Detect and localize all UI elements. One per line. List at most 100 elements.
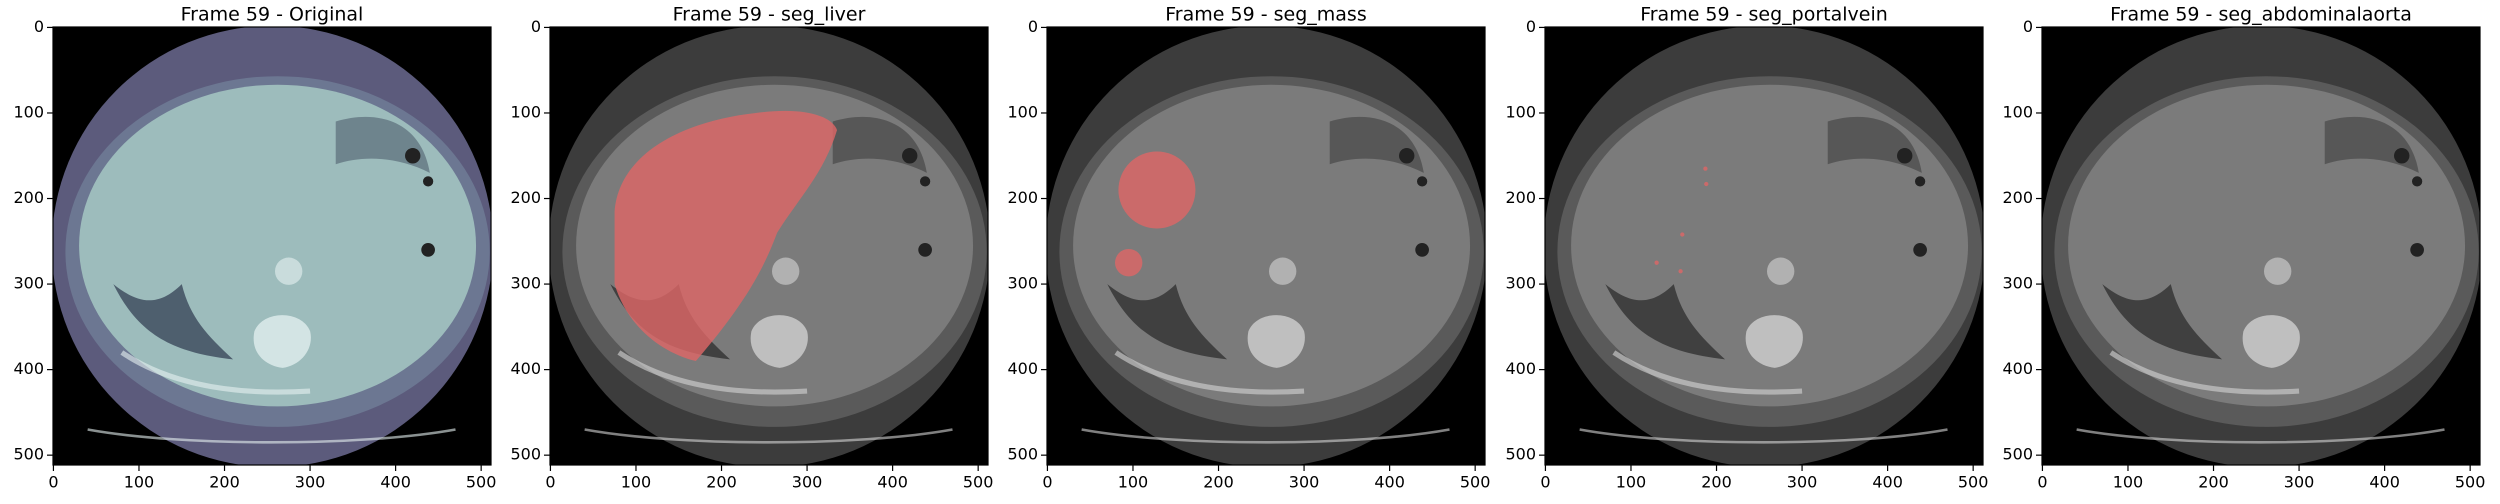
x-tick-label: 300 [2284, 473, 2315, 492]
bowel-gas [1415, 243, 1429, 257]
y-tick-label: 400 [13, 359, 44, 378]
bowel-gas [902, 148, 918, 164]
bowel-gas [421, 243, 435, 257]
rib [1612, 350, 1803, 395]
x-tick-label: 500 [466, 473, 497, 492]
axes-frame [2041, 26, 2481, 466]
bowel-gas [2411, 176, 2423, 187]
y-tick-label: 500 [510, 445, 541, 464]
y-tick-label: 100 [13, 102, 44, 121]
segmentation [1680, 232, 1685, 237]
x-tick-label: 500 [2455, 473, 2486, 492]
table-line [1579, 428, 1948, 444]
bowel-gas [1416, 176, 1428, 187]
x-tick-label: 100 [621, 473, 652, 492]
y-tick-label: 400 [2002, 359, 2033, 378]
x-tick-label: 200 [209, 473, 240, 492]
x-tick-label: 100 [124, 473, 155, 492]
bowel-gas [422, 176, 434, 187]
segmentation [1703, 166, 1708, 171]
x-tick-label: 200 [706, 473, 737, 492]
segmentation [1118, 151, 1196, 229]
y-tick-label: 500 [1505, 445, 1536, 464]
axes-frame [1544, 26, 1984, 466]
aorta [2263, 257, 2292, 285]
spine [253, 315, 311, 368]
ct-image [53, 27, 491, 465]
x-tick-label: 100 [1118, 473, 1149, 492]
aorta [1766, 257, 1795, 285]
x-tick-label: 400 [2369, 473, 2400, 492]
panel-title: Frame 59 - seg_abdominalaorta [2110, 4, 2412, 26]
segmentation [1678, 269, 1683, 274]
y-tick-label: 200 [510, 188, 541, 207]
aorta [274, 257, 303, 285]
x-tick-label: 500 [1958, 473, 1989, 492]
segmentation [1704, 181, 1709, 187]
lung-base [1107, 284, 1228, 360]
y-tick-label: 200 [1007, 188, 1038, 207]
y-tick-label: 500 [13, 445, 44, 464]
panel-title: Frame 59 - seg_portalvein [1640, 4, 1888, 26]
y-tick-label: 0 [1028, 17, 1038, 36]
y-tick-label: 100 [1007, 102, 1038, 121]
x-tick-label: 100 [1616, 473, 1647, 492]
rib [1114, 350, 1305, 395]
rib [2109, 350, 2300, 395]
bowel-gas [405, 148, 421, 164]
y-tick-label: 500 [2002, 445, 2033, 464]
x-tick-label: 500 [1460, 473, 1491, 492]
x-tick-label: 200 [2198, 473, 2229, 492]
table-line [87, 428, 456, 444]
ct-image [1047, 27, 1485, 465]
x-tick-label: 400 [1872, 473, 1903, 492]
aorta [771, 257, 800, 285]
bowel-gas [2410, 243, 2424, 257]
panel: Frame 59 - seg_abdominalaorta 0 100 200 300 4… [2002, 4, 2485, 492]
bowel-gas [1913, 243, 1927, 257]
axes-frame [549, 26, 989, 466]
bowel-gas [2394, 148, 2410, 164]
y-tick-label: 400 [1505, 359, 1536, 378]
x-tick-label: 200 [1203, 473, 1234, 492]
axes-frame [52, 26, 492, 466]
y-tick-label: 0 [34, 17, 44, 36]
x-tick-label: 300 [295, 473, 326, 492]
spine [1247, 315, 1305, 368]
y-tick-label: 300 [510, 274, 541, 293]
x-tick-label: 500 [963, 473, 994, 492]
y-tick-label: 200 [1505, 188, 1536, 207]
lung-base [113, 284, 234, 360]
ct-image [1545, 27, 1983, 465]
x-tick-label: 0 [2037, 473, 2047, 492]
x-tick-label: 400 [877, 473, 908, 492]
x-tick-label: 0 [48, 473, 58, 492]
panel-title: Frame 59 - seg_mass [1165, 4, 1366, 26]
panel: Frame 59 - seg_portalvein 0 100 200 300 400 50… [1505, 4, 1988, 492]
table-line [584, 428, 953, 444]
x-tick-label: 0 [1540, 473, 1550, 492]
table-line [1081, 428, 1450, 444]
y-tick-label: 0 [1526, 17, 1536, 36]
x-tick-label: 0 [545, 473, 555, 492]
y-tick-label: 100 [2002, 102, 2033, 121]
segmentation [1654, 260, 1659, 265]
y-tick-label: 100 [1505, 102, 1536, 121]
x-tick-label: 100 [2113, 473, 2144, 492]
lung-base [1605, 284, 1726, 360]
bowel-gas [919, 176, 931, 187]
segmentation [1115, 248, 1143, 277]
ct-image [550, 27, 988, 465]
panel-title: Frame 59 - Original [181, 4, 364, 26]
spine [750, 315, 808, 368]
y-tick-label: 500 [1007, 445, 1038, 464]
y-tick-label: 400 [510, 359, 541, 378]
lung-base [2102, 284, 2223, 360]
bowel-gas [1399, 148, 1415, 164]
panel-title: Frame 59 - seg_liver [673, 4, 866, 26]
y-tick-label: 0 [531, 17, 541, 36]
spine [1745, 315, 1803, 368]
